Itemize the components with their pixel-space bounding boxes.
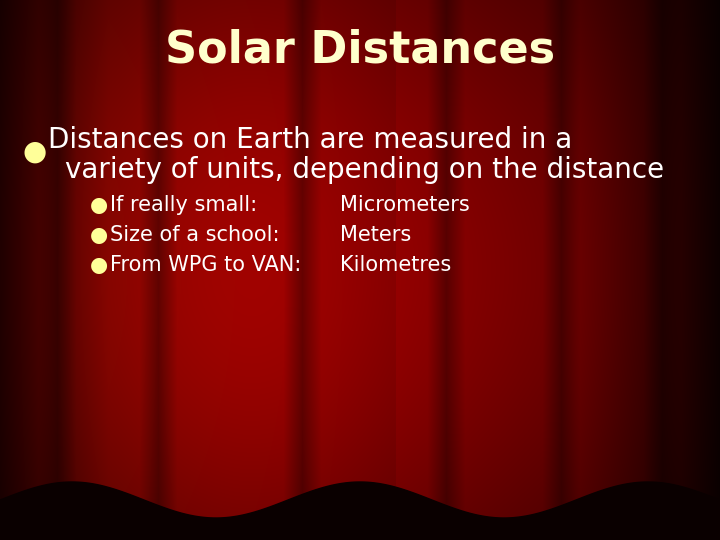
Text: variety of units, depending on the distance: variety of units, depending on the dista… xyxy=(65,156,664,184)
Text: If really small:: If really small: xyxy=(110,195,257,215)
Text: Micrometers: Micrometers xyxy=(340,195,469,215)
Text: ●: ● xyxy=(22,138,46,166)
Text: Kilometres: Kilometres xyxy=(340,255,451,275)
Text: Size of a school:: Size of a school: xyxy=(110,225,279,245)
Text: Meters: Meters xyxy=(340,225,411,245)
Text: ●: ● xyxy=(90,225,108,245)
Text: Solar Distances: Solar Distances xyxy=(165,29,555,71)
Text: From WPG to VAN:: From WPG to VAN: xyxy=(110,255,301,275)
Text: ●: ● xyxy=(90,255,108,275)
Text: ●: ● xyxy=(90,195,108,215)
Text: Distances on Earth are measured in a: Distances on Earth are measured in a xyxy=(48,126,572,154)
